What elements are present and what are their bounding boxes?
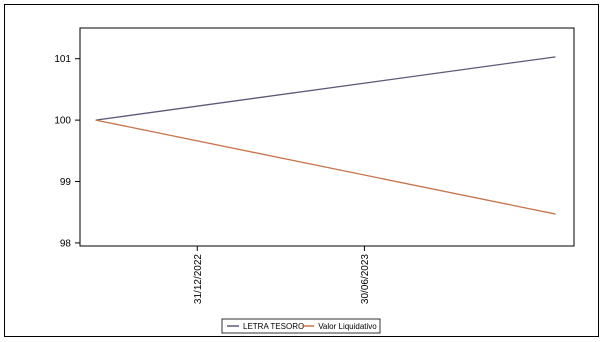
- series-layer: [95, 56, 556, 215]
- series-line-0: [95, 56, 556, 121]
- series-line-1: [95, 119, 556, 215]
- legend-box: [221, 318, 381, 334]
- y-tick-label-99: 99: [60, 177, 72, 188]
- x-tick-label-1: 30/06/2023: [360, 254, 371, 304]
- y-axis: 98 99 100 101: [54, 54, 80, 249]
- x-tick-label-0: 31/12/2022: [193, 254, 204, 304]
- legend: LETRA TESORO Valor Liquidativo: [221, 318, 381, 334]
- legend-label-0: LETRA TESORO: [243, 322, 304, 331]
- y-tick-label-101: 101: [54, 54, 71, 65]
- chart-frame: [4, 4, 599, 337]
- y-tick-label-98: 98: [60, 238, 72, 249]
- x-axis: 31/12/2022 30/06/2023: [193, 246, 371, 304]
- legend-label-1: Valor Liquidativo: [318, 322, 377, 331]
- plot-area: [79, 27, 575, 247]
- y-tick-label-100: 100: [54, 116, 71, 127]
